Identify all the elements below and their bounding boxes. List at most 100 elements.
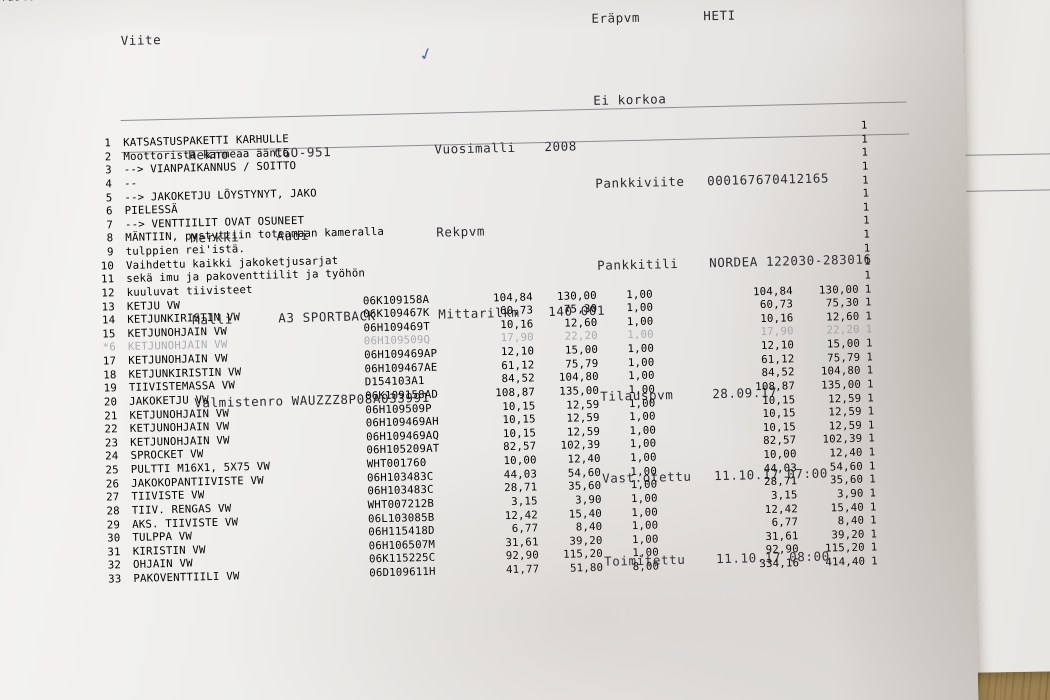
total-incl-alv: 135,00 bbox=[821, 377, 862, 392]
total-alv0: 3,15 bbox=[770, 488, 798, 502]
unit-price-incl-alv: 22,20 bbox=[564, 329, 598, 344]
line-number: 19 bbox=[103, 381, 118, 395]
unit-price-alv0: 10,16 bbox=[500, 317, 534, 331]
total-incl-alv: 8,40 bbox=[837, 513, 865, 528]
line-description: -- bbox=[123, 176, 138, 190]
unit-price-alv0: 82,57 bbox=[503, 439, 537, 454]
ei-korkoa-row: Ei korkoa bbox=[593, 91, 667, 108]
erapvm-row: Eräpvm HETI bbox=[591, 7, 736, 26]
unit-price-alv0: 44,03 bbox=[503, 466, 538, 481]
total-alv0: 104,84 bbox=[752, 283, 793, 298]
unit-price-incl-alv: 51,80 bbox=[569, 560, 604, 575]
alv-marker: 1 bbox=[865, 322, 873, 336]
line-number: 12 bbox=[101, 286, 115, 300]
unit-price-incl-alv: 104,80 bbox=[558, 370, 599, 385]
alv-marker: 1 bbox=[862, 186, 870, 200]
alv-marker: 1 bbox=[863, 227, 871, 241]
unit-price-incl-alv: 12,60 bbox=[564, 315, 598, 330]
total-incl-alv: 75,30 bbox=[825, 295, 860, 310]
quantity: 1,00 bbox=[629, 450, 657, 465]
line-number: 26 bbox=[105, 476, 120, 491]
unit-price-alv0: 104,84 bbox=[492, 289, 534, 304]
quantity: 1,00 bbox=[629, 423, 657, 437]
unit-price-incl-alv: 75,79 bbox=[565, 356, 599, 371]
unit-price-alv0: 17,90 bbox=[500, 330, 534, 345]
alv-marker: 1 bbox=[869, 472, 877, 486]
line-number: 28 bbox=[106, 504, 120, 518]
alv-marker: 1 bbox=[865, 309, 873, 323]
unit-price-alv0: 31,61 bbox=[505, 535, 539, 549]
line-number: 25 bbox=[105, 463, 119, 477]
line-description: KIRISTIN VW bbox=[132, 542, 206, 558]
alv-marker: 1 bbox=[866, 350, 874, 364]
total-alv0: 17,90 bbox=[760, 324, 794, 339]
total-incl-alv: 75,79 bbox=[827, 350, 861, 365]
line-number: 1 bbox=[104, 136, 112, 150]
line-number: 7 bbox=[106, 218, 114, 232]
line-description: KETJU VW bbox=[126, 298, 181, 313]
alv-marker: 1 bbox=[867, 404, 875, 418]
line-description: PAKOVENTTIILI VW bbox=[133, 569, 240, 585]
line-number: 24 bbox=[105, 449, 119, 463]
unit-price-incl-alv: 12,59 bbox=[566, 410, 600, 425]
line-number: 30 bbox=[106, 531, 121, 545]
total-alv0: 84,52 bbox=[761, 365, 795, 380]
quantity: 1,00 bbox=[631, 518, 659, 533]
total-alv0: 10,16 bbox=[760, 311, 794, 325]
unit-price-alv0: 61,12 bbox=[501, 357, 535, 372]
unit-price-alv0: 92,90 bbox=[505, 548, 540, 563]
line-number: 9 bbox=[106, 245, 114, 259]
alv-marker: 1 bbox=[866, 363, 874, 377]
alv-marker: 1 bbox=[867, 418, 875, 432]
line-number: 22 bbox=[104, 422, 119, 436]
product-code: 06H109467AE bbox=[364, 360, 438, 375]
alv-marker: 1 bbox=[864, 281, 872, 296]
total-incl-alv: 414,40 bbox=[825, 554, 866, 569]
total-incl-alv: 39,20 bbox=[831, 527, 865, 542]
line-description: TIIVISTEMASSA VW bbox=[128, 378, 236, 395]
alv-marker: 1 bbox=[861, 132, 869, 146]
total-incl-alv: 15,40 bbox=[830, 500, 865, 514]
product-code: D154103A1 bbox=[364, 374, 425, 389]
total-alv0: 10,00 bbox=[763, 447, 797, 461]
total-alv0: 60,73 bbox=[759, 297, 794, 312]
quantity: 1,00 bbox=[630, 477, 658, 492]
total-incl-alv: 3,90 bbox=[836, 486, 864, 501]
alv-marker: 1 bbox=[871, 554, 878, 568]
total-alv0: 82,57 bbox=[762, 433, 797, 448]
alv-marker: 1 bbox=[861, 145, 869, 159]
line-number: *6 bbox=[102, 340, 117, 354]
line-number: 11 bbox=[100, 272, 115, 286]
alv-marker: 1 bbox=[870, 527, 878, 541]
line-number: 17 bbox=[102, 354, 117, 368]
total-incl-alv: 35,60 bbox=[829, 472, 864, 487]
unit-price-alv0: 10,15 bbox=[502, 426, 537, 440]
total-alv0: 28,71 bbox=[763, 474, 798, 489]
unit-price-incl-alv: 15,40 bbox=[568, 506, 603, 521]
line-description: PIELESSÄ bbox=[124, 202, 178, 218]
total-incl-alv: 115,20 bbox=[824, 541, 866, 555]
quantity: 1,00 bbox=[628, 396, 656, 410]
unit-price-incl-alv: 12,59 bbox=[566, 424, 601, 439]
unit-price-alv0: 12,10 bbox=[500, 344, 535, 359]
unit-price-incl-alv: 102,39 bbox=[560, 438, 601, 453]
alv-marker: 1 bbox=[868, 458, 876, 473]
line-number: 33 bbox=[107, 572, 122, 586]
alv-marker: 1 bbox=[870, 540, 878, 554]
line-number: 32 bbox=[107, 558, 122, 572]
total-incl-alv: 130,00 bbox=[818, 282, 859, 297]
total-incl-alv: 12,59 bbox=[827, 391, 862, 405]
alv-marker: 1 bbox=[868, 431, 876, 445]
total-alv0: 10,15 bbox=[762, 406, 796, 421]
unit-price-incl-alv: 135,00 bbox=[559, 383, 600, 398]
quantity: 1,00 bbox=[631, 505, 659, 519]
alv-marker: 1 bbox=[870, 513, 878, 527]
line-number: 14 bbox=[101, 313, 116, 327]
unit-price-incl-alv: 115,20 bbox=[562, 547, 604, 562]
total-alv0: 10,15 bbox=[762, 419, 797, 434]
total-alv0: 108,87 bbox=[755, 379, 796, 394]
line-description: TULPPA VW bbox=[132, 529, 193, 545]
total-incl-alv: 12,59 bbox=[828, 404, 862, 419]
quantity: 1,00 bbox=[630, 491, 658, 506]
quantity: 1,00 bbox=[630, 464, 658, 478]
